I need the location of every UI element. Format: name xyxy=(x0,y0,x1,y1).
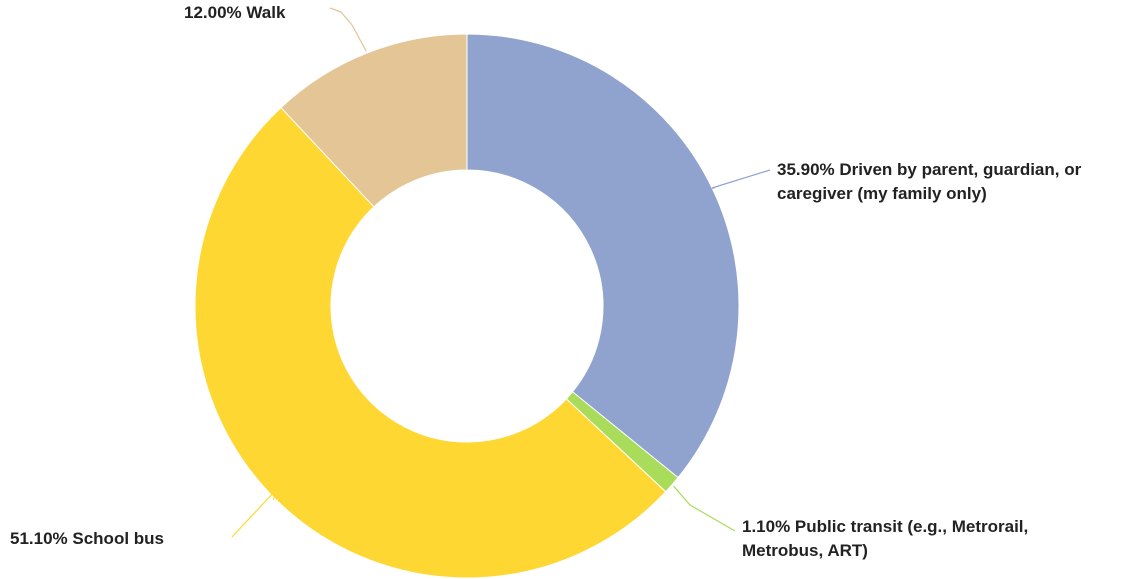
slice-label-public-transit: 1.10% Public transit (e.g., Metrorail, M… xyxy=(742,517,1029,560)
slice-driven xyxy=(466,33,740,479)
slice-label-school-bus: 51.10% School bus xyxy=(10,529,164,548)
leader-lines-group xyxy=(231,7,771,538)
slice-school-bus xyxy=(194,106,667,579)
slice-walk xyxy=(280,33,468,208)
leader-line-walk xyxy=(329,7,367,52)
slices-group xyxy=(194,33,740,579)
leader-line-school-bus xyxy=(231,489,277,538)
leader-line-public-transit xyxy=(673,485,736,532)
slice-label-walk: 12.00% Walk xyxy=(184,3,286,22)
slice-label-driven: 35.90% Driven by parent, guardian, or ca… xyxy=(777,160,1082,203)
leader-line-driven xyxy=(711,169,771,189)
